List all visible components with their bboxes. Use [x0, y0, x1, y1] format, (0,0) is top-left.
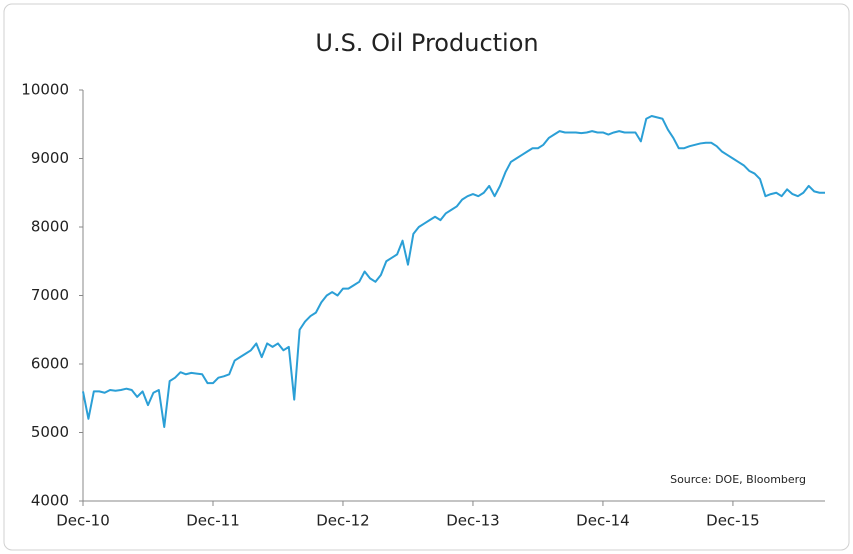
- data-line: [82, 115, 825, 429]
- y-tick-label: 9000: [31, 149, 69, 167]
- x-tick-label: Dec-11: [186, 512, 240, 530]
- x-tick-label: Dec-12: [316, 512, 370, 530]
- x-tick-label: Dec-10: [56, 512, 110, 530]
- chart-title: U.S. Oil Production: [315, 29, 538, 57]
- x-tick-label: Dec-13: [446, 512, 500, 530]
- y-tick-label: 7000: [31, 286, 69, 304]
- x-tick-label: Dec-14: [576, 512, 630, 530]
- y-tick-label: 8000: [31, 218, 69, 236]
- y-tick-label: 10000: [21, 81, 69, 99]
- source-note: Source: DOE, Bloomberg: [670, 473, 806, 486]
- chart-frame: [3, 3, 850, 551]
- y-tick-label: 4000: [31, 492, 69, 510]
- x-tick-label: Dec-15: [706, 512, 760, 530]
- y-tick-label: 5000: [31, 423, 69, 441]
- y-tick-label: 6000: [31, 355, 69, 373]
